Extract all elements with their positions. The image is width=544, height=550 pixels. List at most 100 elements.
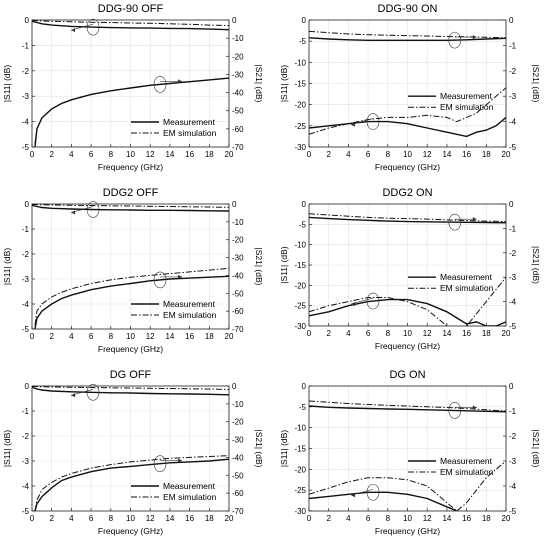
chart-panel-2: DDG-90 ON 0 2 4 6 8 10 12 14 16 18 20 Frequency (GHz… [279, 3, 541, 172]
y-right-tick-label: -70 [232, 507, 244, 516]
y-right-tick-label: -1 [509, 407, 517, 416]
y-right-tick-label: -20 [232, 236, 244, 245]
x-tick-label: 4 [69, 150, 74, 159]
chart-panel-5: DG OFF 0 2 4 6 8 10 12 14 16 18 20 Frequency (GHz) -5… [2, 369, 264, 536]
annotation-arrowhead [178, 274, 183, 279]
legend-label: Measurement [163, 299, 216, 309]
x-tick-label: 16 [185, 150, 194, 159]
x-tick-label: 2 [326, 514, 331, 523]
annotation-ellipse [86, 201, 100, 218]
legend-label: EM simulation [163, 128, 217, 138]
y-right-tick-label: -5 [509, 507, 517, 516]
y-right-tick-label: -4 [509, 482, 517, 491]
x-tick-label: 6 [89, 150, 94, 159]
annotation-ellipse [153, 271, 167, 289]
legend-label: Measurement [440, 91, 493, 101]
y-left-tick-label: -10 [294, 424, 306, 433]
y-left-tick-label: -25 [294, 486, 306, 495]
x-axis-label: Frequency (GHz) [98, 344, 163, 354]
x-tick-label: 0 [30, 150, 35, 159]
y-right-tick-label: 0 [509, 16, 514, 25]
series-group [32, 20, 229, 147]
y-left-axis-label: |S11| (dB) [2, 248, 12, 285]
x-tick-label: 0 [307, 329, 312, 338]
x-tick-label: 18 [205, 150, 214, 159]
y-right-tick-label: 0 [232, 382, 237, 391]
x-tick-label: 16 [462, 514, 471, 523]
y-right-tick-label: -10 [232, 34, 244, 43]
series-line-measurement-s21 [309, 37, 506, 41]
annotation-arrowhead [351, 302, 356, 307]
x-tick-label: 4 [346, 329, 351, 338]
y-left-axis-label: |S11| (dB) [279, 246, 289, 283]
annotation-ellipse [86, 18, 100, 36]
x-tick-label: 10 [403, 514, 412, 523]
x-tick-label: 4 [346, 150, 351, 159]
y-left-tick-label: 0 [302, 16, 307, 25]
x-tick-label: 4 [69, 332, 74, 341]
series-line-em-simulation-s11 [309, 276, 506, 326]
x-tick-label: 18 [205, 514, 214, 523]
x-tick-label: 4 [346, 514, 351, 523]
x-axis-label: Frequency (GHz) [98, 162, 163, 172]
y-left-tick-label: -25 [294, 122, 306, 131]
y-right-tick-label: -1 [509, 41, 517, 50]
y-right-tick-label: -2 [509, 432, 517, 441]
x-tick-label: 0 [307, 150, 312, 159]
y-right-tick-label: -50 [232, 471, 244, 480]
y-left-tick-label: -3 [22, 92, 30, 101]
y-right-tick-label: -3 [509, 92, 517, 101]
legend-label: EM simulation [163, 492, 217, 502]
y-left-tick-label: -20 [294, 101, 306, 110]
y-right-tick-label: 0 [232, 200, 237, 209]
x-tick-label: 12 [423, 329, 432, 338]
x-tick-label: 18 [205, 332, 214, 341]
y-left-tick-label: -2 [22, 432, 30, 441]
series-line-em-simulation-s11 [309, 460, 506, 511]
x-tick-label: 14 [442, 329, 451, 338]
y-right-axis-label: |S21| (dB) [531, 246, 541, 284]
y-left-tick-label: -20 [294, 465, 306, 474]
x-tick-label: 8 [386, 150, 391, 159]
chart-panel-4: DDG2 ON 0 2 4 6 8 10 12 14 16 18 20 Frequency (GHz) -… [279, 187, 541, 351]
x-tick-label: 10 [403, 150, 412, 159]
y-left-tick-label: -4 [22, 118, 30, 127]
annotation-ellipse [366, 113, 380, 130]
legend-label: EM simulation [440, 102, 494, 112]
y-left-tick-label: -5 [299, 220, 307, 229]
y-left-tick-label: -15 [294, 80, 306, 89]
x-tick-label: 20 [225, 332, 234, 341]
y-right-tick-label: -40 [232, 271, 244, 280]
annotation-arrowhead [71, 393, 76, 398]
x-tick-label: 12 [423, 514, 432, 523]
x-tick-label: 16 [185, 514, 194, 523]
y-right-tick-label: -3 [509, 457, 517, 466]
annotation-arrowhead [71, 28, 76, 33]
series-line-measurement-s11 [34, 275, 229, 329]
y-left-tick-label: -10 [294, 241, 306, 250]
y-right-tick-label: -2 [509, 249, 517, 258]
y-left-tick-label: -5 [22, 507, 30, 516]
x-tick-label: 20 [502, 150, 511, 159]
series-line-em-simulation-s11 [34, 455, 229, 511]
x-tick-label: 2 [49, 332, 54, 341]
x-tick-label: 18 [482, 514, 491, 523]
y-right-tick-label: -5 [509, 143, 517, 152]
y-right-tick-label: -70 [232, 325, 244, 334]
y-left-tick-label: -30 [294, 507, 306, 516]
x-axis-label: Frequency (GHz) [375, 341, 440, 351]
chart-title: DG OFF [110, 369, 152, 381]
legend-label: Measurement [440, 272, 493, 282]
series-line-measurement-s11 [309, 491, 459, 511]
y-left-tick-label: 0 [25, 200, 30, 209]
x-tick-label: 6 [366, 514, 371, 523]
x-tick-label: 16 [185, 332, 194, 341]
x-tick-label: 20 [502, 329, 511, 338]
x-tick-label: 2 [326, 329, 331, 338]
chart-panel-3: DDG2 OFF 0 2 4 6 8 10 12 14 16 18 20 Frequency (GHz)… [2, 187, 264, 354]
x-tick-label: 0 [307, 514, 312, 523]
chart-title: DDG-90 OFF [98, 3, 164, 15]
x-tick-label: 16 [462, 329, 471, 338]
y-right-tick-label: -1 [509, 224, 517, 233]
y-left-tick-label: -5 [22, 325, 30, 334]
